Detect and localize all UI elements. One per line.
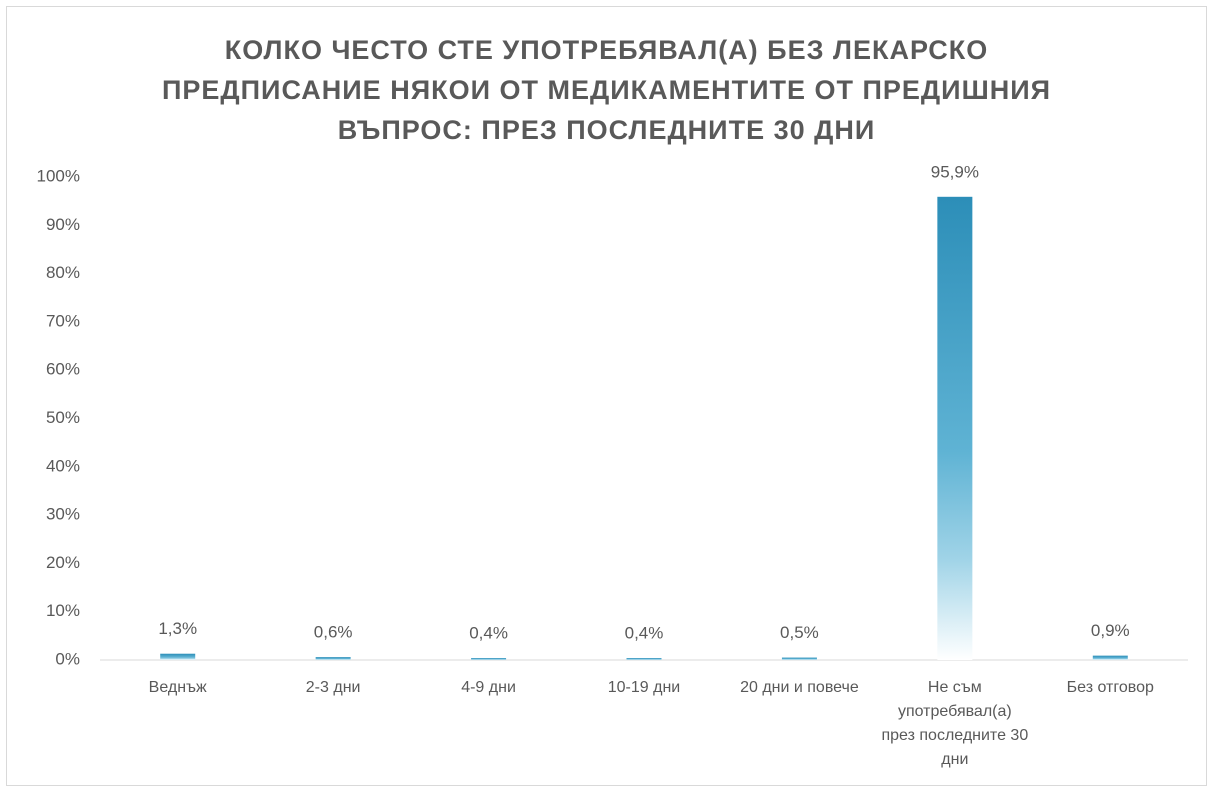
- y-tick-label: 20%: [46, 553, 80, 572]
- y-tick-label: 60%: [46, 360, 80, 379]
- data-label: 95,9%: [931, 162, 979, 181]
- bar: [160, 653, 196, 660]
- bar: [937, 196, 973, 661]
- bar: [626, 658, 662, 660]
- x-tick-label: Без отговор: [1066, 679, 1154, 696]
- chart-border: [6, 6, 1207, 786]
- data-label: 0,4%: [625, 624, 664, 643]
- bar: [471, 658, 507, 660]
- data-label: 0,4%: [469, 624, 508, 643]
- data-label: 0,9%: [1091, 621, 1130, 640]
- x-tick-label: 2-3 дни: [305, 679, 361, 696]
- bar: [781, 657, 817, 660]
- y-tick-label: 100%: [37, 166, 80, 185]
- y-tick-label: 80%: [46, 263, 80, 282]
- y-tick-label: 50%: [46, 408, 80, 427]
- y-tick-label: 90%: [46, 215, 80, 234]
- x-tick-label: Веднъж: [148, 679, 207, 696]
- x-tick-label: 10-19 дни: [607, 679, 681, 696]
- x-tick-label: 20 дни и повече: [740, 679, 859, 696]
- data-label: 1,3%: [158, 619, 197, 638]
- data-label: 0,6%: [314, 623, 353, 642]
- bar: [1092, 655, 1128, 660]
- y-tick-label: 10%: [46, 601, 80, 620]
- y-tick-label: 0%: [55, 649, 80, 668]
- y-tick-label: 40%: [46, 456, 80, 475]
- bar: [315, 657, 351, 660]
- x-tick-label: 4-9 дни: [461, 679, 516, 696]
- chart-title: КОЛКО ЧЕСТО СТЕ УПОТРЕБЯВАЛ(А) БЕЗ ЛЕКАР…: [161, 35, 1052, 145]
- y-tick-label: 70%: [46, 311, 80, 330]
- x-tick-label: Не съм употребявал(а) през последните 30…: [881, 679, 1029, 768]
- y-tick-label: 30%: [46, 505, 80, 524]
- data-label: 0,5%: [780, 623, 819, 642]
